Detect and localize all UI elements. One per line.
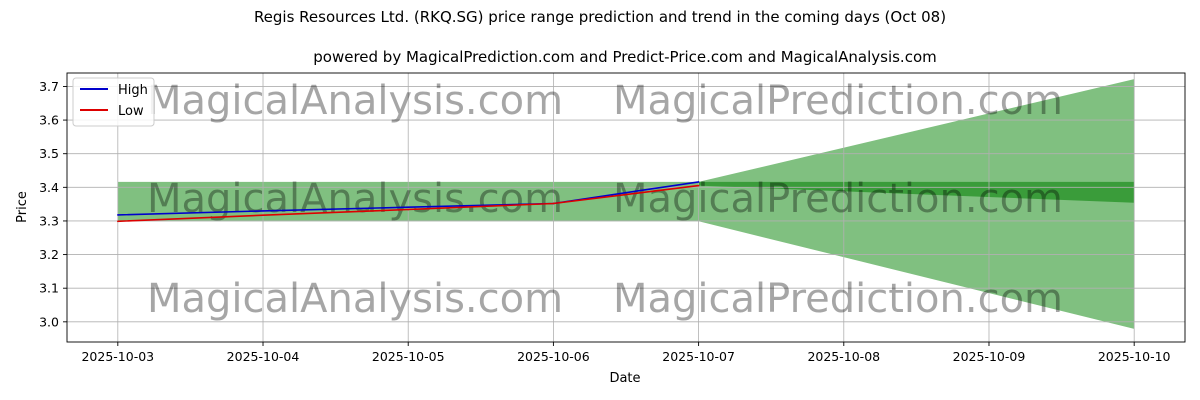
y-tick-label: 3.2: [39, 247, 59, 262]
data-point-high: [117, 214, 119, 216]
x-tick-label: 2025-10-03: [81, 349, 154, 364]
watermark-text: MagicalPrediction.com: [613, 78, 1063, 124]
legend-high-label: High: [118, 83, 148, 98]
data-point-low: [117, 220, 119, 223]
grid-lines: [67, 73, 1185, 342]
y-tick-label: 3.3: [39, 213, 59, 228]
y-axis-label: Price: [15, 191, 30, 223]
chart-title: Regis Resources Ltd. (RKQ.SG) price rang…: [254, 8, 946, 26]
data-point-low: [407, 208, 410, 211]
plot-frame: [66, 72, 1186, 343]
y-tick-label: 3.6: [39, 113, 59, 128]
watermark-text: MagicalPrediction.com: [613, 276, 1063, 322]
x-axis-label: Date: [609, 371, 640, 386]
axes: 2025-10-03 2025-10-04 2025-10-05 2025-10-06…: [39, 72, 1186, 364]
watermark-text: MagicalAnalysis.com: [147, 176, 563, 222]
x-tick-label: 2025-10-07: [662, 349, 735, 364]
series-lines: [117, 181, 700, 223]
watermark-text: MagicalAnalysis.com: [147, 276, 563, 322]
prediction-band-0: [117, 79, 1135, 329]
y-tick-label: 3.1: [39, 281, 59, 296]
data-point-high: [407, 206, 410, 208]
x-tick-label: 2025-10-09: [953, 349, 1026, 364]
data-point-high: [262, 210, 264, 212]
x-tick-label: 2025-10-08: [807, 349, 880, 364]
x-tick-label: 2025-10-06: [517, 349, 590, 364]
watermarks: MagicalAnalysis.com MagicalPrediction.com…: [147, 78, 1063, 322]
data-point-low: [552, 202, 555, 205]
chart-subtitle: powered by MagicalPrediction.com and Pre…: [313, 48, 937, 66]
data-point-low: [262, 214, 264, 217]
data-point-low: [697, 184, 700, 187]
y-tick-label: 3.5: [39, 146, 59, 161]
y-tick-label: 3.0: [39, 314, 59, 329]
legend: High Low: [72, 77, 155, 127]
watermark-text: MagicalAnalysis.com: [147, 78, 563, 124]
data-point-high: [697, 181, 700, 183]
watermark-text: MagicalPrediction.com: [613, 176, 1063, 222]
y-tick-label: 3.7: [39, 79, 59, 94]
legend-low-label: Low: [118, 104, 144, 119]
x-tick-label: 2025-10-10: [1098, 349, 1171, 364]
x-tick-label: 2025-10-04: [227, 349, 300, 364]
y-tick-label: 3.4: [39, 180, 59, 195]
x-tick-label: 2025-10-05: [372, 349, 445, 364]
